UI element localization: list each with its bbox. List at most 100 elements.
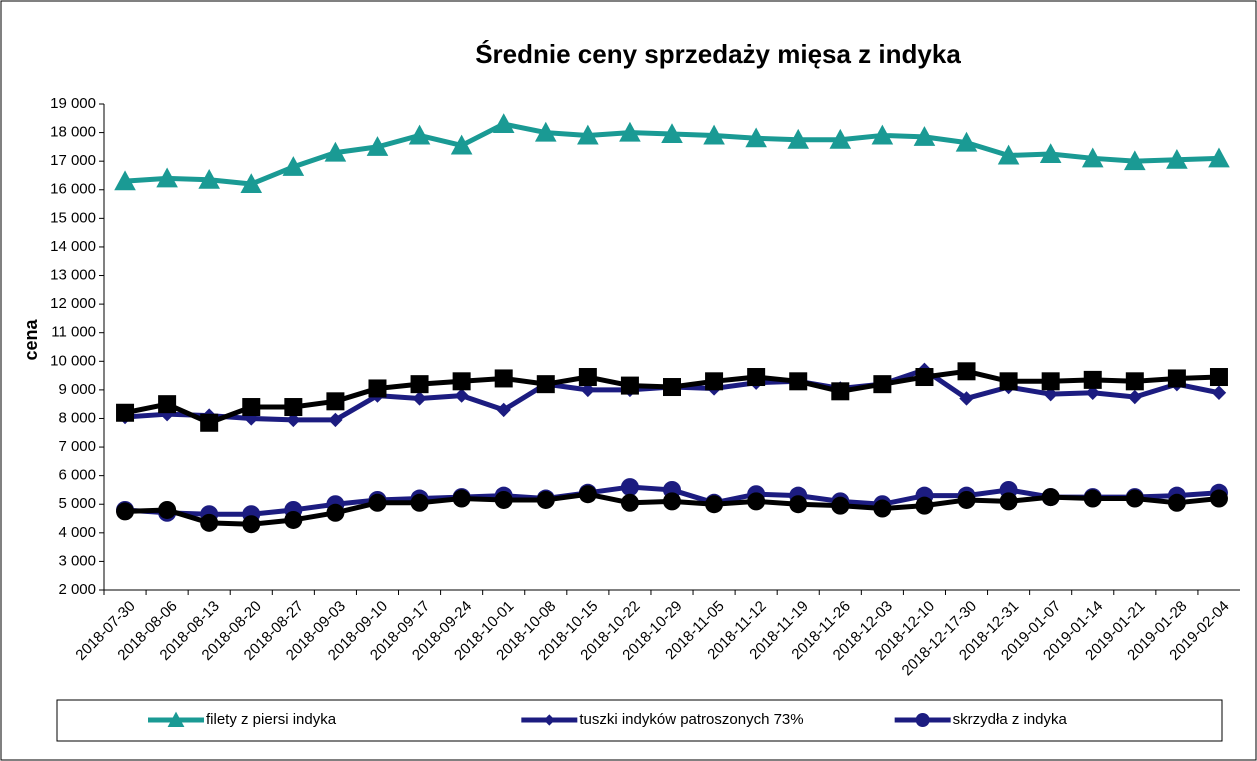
marker <box>1209 368 1228 387</box>
marker <box>997 144 1020 165</box>
marker <box>831 382 850 401</box>
marker <box>366 136 389 156</box>
marker <box>200 513 219 532</box>
marker <box>787 128 810 149</box>
marker <box>452 489 471 508</box>
marker <box>408 124 431 145</box>
marker <box>831 496 850 515</box>
marker <box>829 128 852 149</box>
legend-label: skrzydła z indyka <box>953 711 1068 728</box>
marker <box>915 713 930 727</box>
marker <box>158 395 177 414</box>
y-tick-label: 2 000 <box>58 581 96 598</box>
marker <box>789 372 808 391</box>
marker <box>1041 488 1060 507</box>
marker <box>747 368 766 387</box>
y-tick-label: 13 000 <box>50 266 96 283</box>
marker <box>1039 143 1062 164</box>
y-tick-label: 17 000 <box>50 152 96 169</box>
marker <box>959 391 974 406</box>
marker <box>1041 372 1060 391</box>
marker <box>450 134 473 155</box>
marker <box>534 121 557 142</box>
marker <box>703 124 725 145</box>
marker <box>745 127 767 148</box>
y-tick-label: 11 000 <box>51 324 96 341</box>
legend-label: tuszki indyków patroszonych 73% <box>579 711 803 728</box>
marker <box>492 113 515 134</box>
marker <box>410 375 429 394</box>
marker <box>1211 385 1227 400</box>
marker <box>789 495 808 514</box>
marker <box>1209 489 1228 508</box>
marker <box>913 126 936 146</box>
marker <box>198 168 220 189</box>
marker <box>158 500 177 519</box>
marker <box>999 372 1018 391</box>
marker <box>114 170 136 191</box>
marker <box>957 490 976 509</box>
marker <box>957 362 976 381</box>
marker <box>871 124 894 145</box>
marker <box>955 131 978 152</box>
marker <box>452 372 471 391</box>
marker <box>663 378 681 397</box>
marker <box>1124 150 1146 171</box>
y-tick-label: 18 000 <box>50 124 96 141</box>
y-tick-label: 14 000 <box>50 238 96 255</box>
marker <box>1125 489 1144 508</box>
marker <box>454 388 469 403</box>
marker <box>1083 370 1102 389</box>
chart-title: Średnie ceny sprzedaży mięsa z indyka <box>475 39 961 69</box>
marker <box>536 490 555 509</box>
marker <box>577 124 599 145</box>
marker <box>536 375 555 394</box>
marker <box>705 495 724 514</box>
marker <box>661 123 683 144</box>
marker <box>412 391 427 406</box>
marker <box>368 379 387 398</box>
marker <box>200 413 219 432</box>
y-tick-label: 3 000 <box>58 552 96 569</box>
legend <box>56 699 1223 742</box>
marker <box>1127 389 1143 405</box>
marker <box>747 492 766 511</box>
marker <box>620 493 639 512</box>
marker <box>619 121 641 142</box>
marker <box>494 369 513 388</box>
marker <box>284 398 303 417</box>
marker <box>663 492 681 511</box>
marker <box>167 711 185 727</box>
y-tick-label: 19 000 <box>50 95 96 112</box>
y-tick-label: 7 000 <box>58 438 96 455</box>
marker <box>326 392 345 411</box>
marker <box>282 156 305 176</box>
y-tick-label: 8 000 <box>58 409 96 426</box>
marker <box>873 375 892 394</box>
marker <box>1166 148 1188 169</box>
marker <box>915 368 934 387</box>
marker <box>368 493 387 512</box>
marker <box>578 485 597 504</box>
y-tick-label: 10 000 <box>50 352 96 369</box>
marker <box>580 382 596 398</box>
legend-label: filety z piersi indyka <box>206 711 337 728</box>
marker <box>284 510 303 529</box>
marker <box>242 515 261 534</box>
marker <box>496 402 511 418</box>
marker <box>328 412 343 428</box>
marker <box>326 503 345 522</box>
y-tick-label: 9 000 <box>58 381 96 398</box>
marker <box>620 478 639 497</box>
marker <box>116 502 135 521</box>
marker <box>1125 372 1144 391</box>
marker <box>1083 489 1102 508</box>
y-tick-label: 12 000 <box>50 295 96 312</box>
marker <box>116 403 135 422</box>
marker <box>543 714 555 726</box>
marker <box>1208 147 1230 168</box>
marker <box>410 493 429 512</box>
marker <box>915 496 934 515</box>
marker <box>286 412 301 428</box>
